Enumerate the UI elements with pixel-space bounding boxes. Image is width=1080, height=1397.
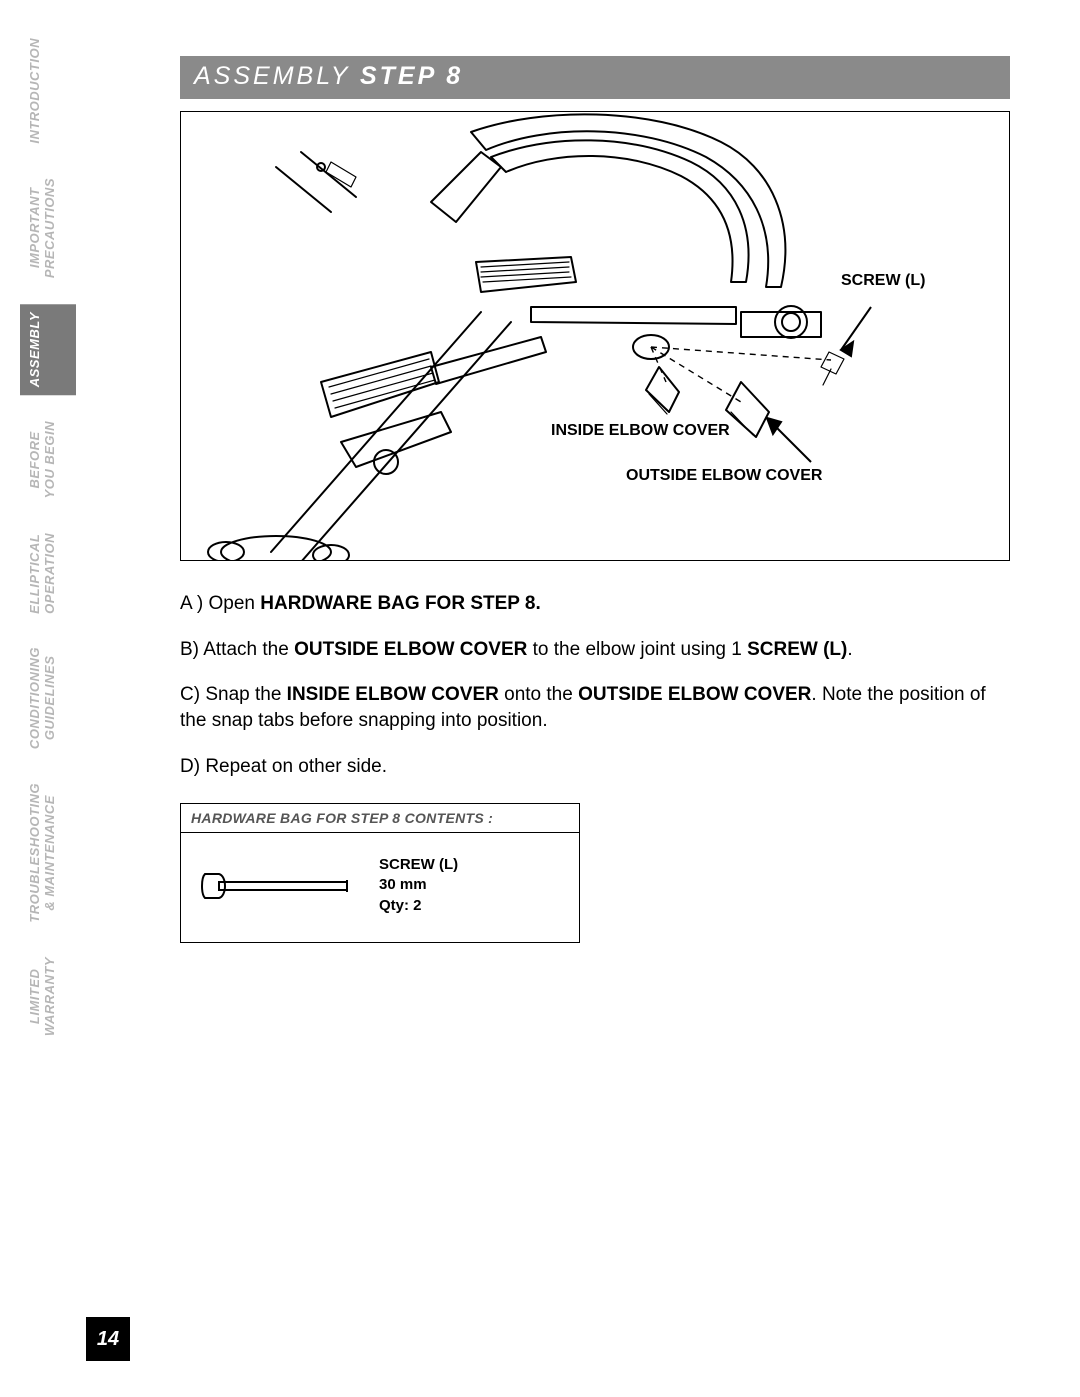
content-column: ASSEMBLY STEP 8 — [180, 56, 1010, 943]
tab-conditioning-guidelines[interactable]: CONDITIONING GUIDELINES — [20, 639, 76, 757]
step-c-bold1: INSIDE ELBOW COVER — [287, 684, 499, 705]
hardware-item-name: SCREW (L) — [379, 856, 458, 873]
manual-page: INTRODUCTION IMPORTANT PRECAUTIONS ASSEM… — [0, 0, 1080, 1397]
step-b-bold2: SCREW (L) — [747, 639, 847, 660]
step-b: B) Attach the OUTSIDE ELBOW COVER to the… — [180, 637, 1010, 663]
hardware-box-title: HARDWARE BAG FOR STEP 8 CONTENTS : — [181, 804, 579, 833]
instruction-list: A ) Open HARDWARE BAG FOR STEP 8. B) Att… — [180, 591, 1010, 779]
step-a-bold: HARDWARE BAG FOR STEP 8. — [260, 593, 540, 614]
step-c-bold2: OUTSIDE ELBOW COVER — [578, 684, 811, 705]
step-c-pre: C) Snap the — [180, 684, 287, 705]
tab-limited-warranty[interactable]: LIMITED WARRANTY — [20, 949, 76, 1044]
hardware-item-text: SCREW (L) 30 mm Qty: 2 — [379, 855, 458, 916]
tab-assembly[interactable]: ASSEMBLY — [20, 304, 76, 395]
step-b-bold1: OUTSIDE ELBOW COVER — [294, 639, 527, 660]
step-b-pre: B) Attach the — [180, 639, 294, 660]
step-d: D) Repeat on other side. — [180, 754, 1010, 780]
callout-inside-elbow-cover: INSIDE ELBOW COVER — [551, 422, 730, 440]
callout-screw-l: SCREW (L) — [841, 272, 925, 290]
step-a-text: A ) Open — [180, 593, 260, 614]
heading-prefix: ASSEMBLY — [194, 62, 350, 90]
step-c-mid: onto the — [499, 684, 578, 705]
tab-troubleshooting-maintenance[interactable]: TROUBLESHOOTING & MAINTENANCE — [20, 775, 76, 931]
hardware-box-body: SCREW (L) 30 mm Qty: 2 — [181, 833, 579, 942]
section-tabs: INTRODUCTION IMPORTANT PRECAUTIONS ASSEM… — [20, 30, 76, 1044]
step-c: C) Snap the INSIDE ELBOW COVER onto the … — [180, 682, 1010, 733]
heading-step: STEP 8 — [360, 62, 463, 90]
screw-icon — [199, 866, 359, 906]
assembly-diagram: SCREW (L) INSIDE ELBOW COVER OUTSIDE ELB… — [180, 111, 1010, 561]
tab-elliptical-operation[interactable]: ELLIPTICAL OPERATION — [20, 525, 76, 622]
tab-important-precautions[interactable]: IMPORTANT PRECAUTIONS — [20, 170, 76, 286]
elliptical-line-art — [181, 112, 1010, 561]
section-heading: ASSEMBLY STEP 8 — [180, 56, 1010, 99]
step-b-post: . — [847, 639, 852, 660]
hardware-item-qty: Qty: 2 — [379, 897, 422, 914]
tab-introduction[interactable]: INTRODUCTION — [20, 30, 76, 152]
step-a: A ) Open HARDWARE BAG FOR STEP 8. — [180, 591, 1010, 617]
callout-outside-elbow-cover: OUTSIDE ELBOW COVER — [626, 467, 822, 485]
step-b-mid: to the elbow joint using 1 — [527, 639, 747, 660]
tab-before-you-begin[interactable]: BEFORE YOU BEGIN — [20, 413, 76, 506]
hardware-contents-box: HARDWARE BAG FOR STEP 8 CONTENTS : SCREW… — [180, 803, 580, 943]
hardware-item-size: 30 mm — [379, 876, 427, 893]
page-number: 14 — [86, 1317, 130, 1361]
